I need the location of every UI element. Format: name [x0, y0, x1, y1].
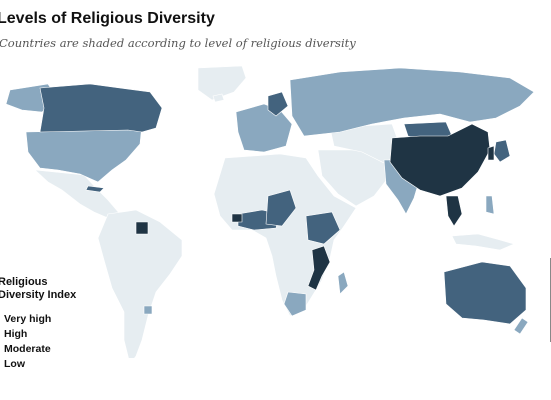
region-madagascar [337, 271, 349, 295]
region-east-africa [305, 211, 341, 245]
region-suriname [135, 221, 149, 235]
very-high-diversity-land [135, 123, 495, 291]
legend-item-moderate: Moderate [4, 343, 51, 355]
region-nigeria [265, 189, 297, 227]
region-iceland [212, 93, 225, 103]
legend-item-very-high: Very high [4, 313, 52, 325]
region-europe [235, 103, 293, 153]
legend-item-high: High [4, 328, 28, 340]
region-china [389, 123, 491, 197]
region-scandinavia [267, 91, 289, 117]
region-south-africa [283, 291, 307, 317]
legend: Religious Diversity Index Very high High… [0, 276, 76, 372]
high-diversity-land [39, 83, 527, 325]
region-australia [443, 261, 527, 325]
region-mexico [34, 169, 121, 219]
region-japan [493, 139, 511, 163]
legend-title-line2: Diversity Index [0, 289, 77, 301]
region-vietnam [445, 195, 463, 227]
region-korea [487, 145, 495, 161]
world-map [5, 65, 535, 358]
legend-item-low: Low [4, 358, 25, 370]
region-mozambique [307, 245, 331, 291]
map-subtitle: Countries are shaded according to level … [0, 36, 356, 50]
legend-items: Very high High Moderate Low [0, 312, 76, 372]
region-philippines [485, 195, 495, 215]
region-greenland [197, 65, 247, 101]
region-south-america [97, 209, 183, 358]
region-new-zealand [513, 317, 529, 335]
region-russia [289, 67, 535, 137]
region-canada [39, 83, 163, 133]
map-title: Levels of Religious Diversity [0, 10, 215, 27]
region-uruguay [143, 305, 153, 315]
region-cuba [85, 185, 105, 193]
legend-title-line1: Religious [0, 276, 48, 288]
region-indonesia [451, 233, 515, 251]
region-guinea-bissau [231, 213, 243, 223]
